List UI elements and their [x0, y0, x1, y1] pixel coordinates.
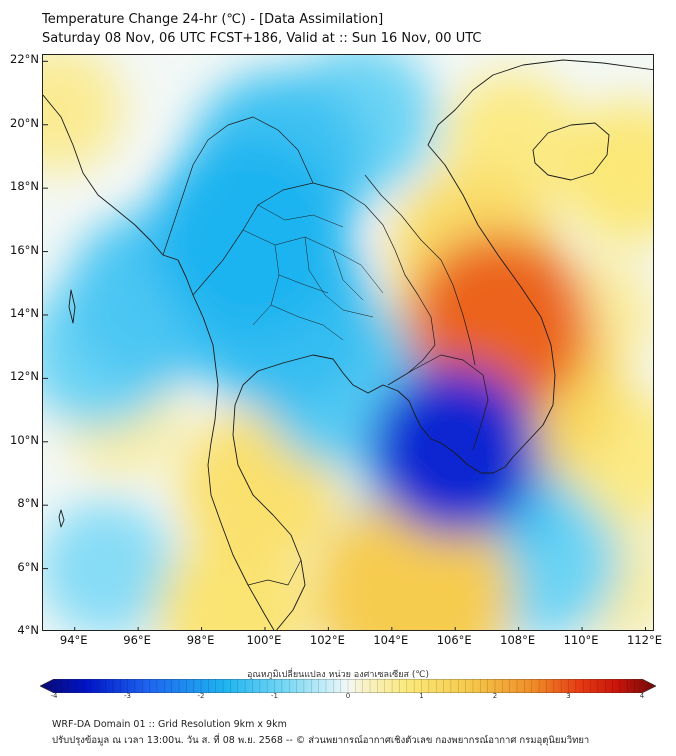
colorbar-tick-label: 0 — [345, 692, 351, 700]
lon-label: 104°E — [373, 633, 409, 647]
lon-label: 100°E — [246, 633, 282, 647]
malaysia-border — [247, 559, 302, 586]
lat-label: 8°N — [17, 496, 39, 511]
lon-label: 96°E — [123, 633, 151, 647]
cambodia-border — [387, 354, 489, 451]
map-panel — [42, 54, 654, 631]
lon-label: 94°E — [59, 633, 88, 647]
colorbar-title: อุณหภูมิเปลี่ยนแปลง หน่วย องศาเซลเซียส (… — [246, 670, 430, 680]
lat-label: 18°N — [10, 179, 39, 194]
anomaly-north-myanmar-warming — [43, 55, 123, 173]
hainan-island — [532, 122, 610, 181]
colorbar — [40, 679, 656, 693]
lat-label: 16°N — [10, 242, 39, 257]
colorbar-tick-label: -4 — [50, 692, 58, 700]
coastline-west — [43, 94, 275, 630]
colorbar-tick-label: 2 — [492, 692, 498, 700]
lon-label: 98°E — [186, 633, 215, 647]
laos-vietnam-border — [364, 174, 476, 366]
colorbar-tick-label: 4 — [639, 692, 645, 700]
lon-label: 106°E — [436, 633, 472, 647]
temperature-change-map — [43, 55, 653, 630]
lat-label: 4°N — [17, 623, 39, 637]
colorbar-tick-label: -2 — [197, 692, 205, 700]
coastline-gulf — [232, 354, 442, 630]
anomaly-andaman-south-cooling — [43, 500, 175, 630]
lat-label: 22°N — [10, 52, 39, 67]
anomaly-myanmar-thailand-cooling — [149, 135, 350, 336]
nicobar-islands — [58, 509, 65, 528]
lon-label: 108°E — [500, 633, 536, 647]
andaman-islands — [68, 289, 76, 324]
map-subtitle: Saturday 08 Nov, 06 UTC FCST+186, Valid … — [42, 31, 482, 46]
province-lines — [242, 204, 384, 341]
map-title: Temperature Change 24-hr (℃) - [Data Ass… — [42, 12, 384, 27]
colorbar-tick-label: 3 — [566, 692, 571, 700]
colorbar-tick-label: 1 — [419, 692, 424, 700]
lat-label: 12°N — [10, 369, 39, 384]
lat-label: 6°N — [17, 559, 39, 574]
lon-label: 102°E — [309, 633, 345, 647]
colorbar-scale — [40, 679, 656, 693]
model-info: WRF-DA Domain 01 :: Grid Resolution 9km … — [52, 719, 287, 730]
coastline-indochina — [427, 59, 653, 474]
myanmar-border — [162, 116, 314, 256]
thailand-border — [192, 182, 436, 386]
colorbar-tick-label: -3 — [124, 692, 131, 700]
colorbar-tick-label: -1 — [271, 692, 278, 700]
anomaly-core-mekong-delta-cooling — [433, 435, 478, 468]
lon-label: 112°E — [627, 633, 662, 647]
credit-line: ปรับปรุงข้อมูล ณ เวลา 13:00น. วัน ส. ที่… — [52, 735, 590, 746]
lat-label: 14°N — [10, 305, 39, 320]
lat-label: 10°N — [10, 432, 39, 447]
anomaly-core-central-highlands-warming — [477, 308, 522, 341]
anomaly-hainan-east-warming — [557, 100, 653, 245]
lon-label: 110°E — [563, 633, 599, 647]
lat-label: 20°N — [10, 115, 39, 130]
